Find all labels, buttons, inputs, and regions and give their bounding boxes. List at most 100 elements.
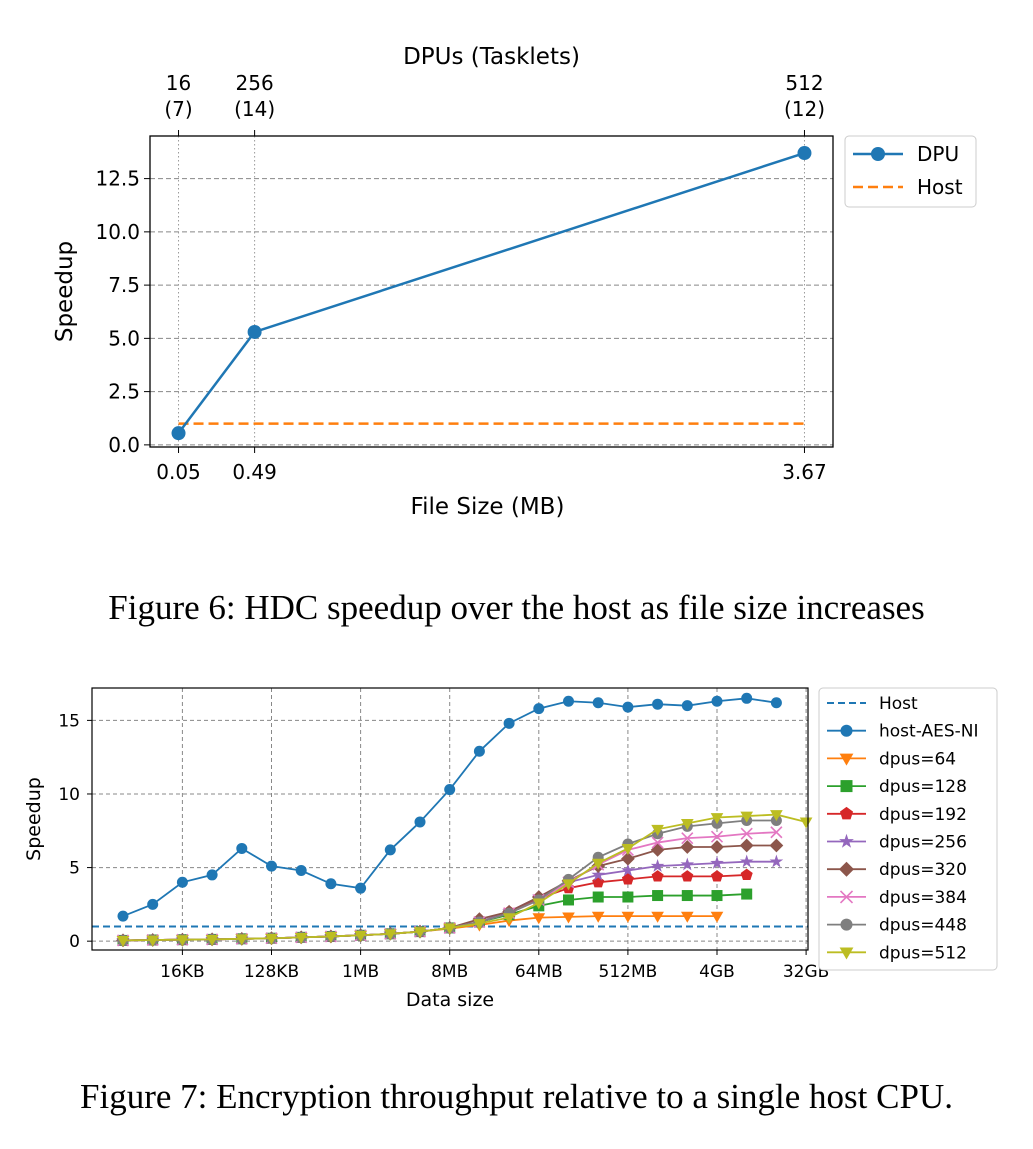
y-tick-label: 0 xyxy=(69,932,80,952)
data-point xyxy=(147,898,159,910)
legend-marker xyxy=(839,833,854,848)
legend-marker xyxy=(840,918,853,931)
legend-marker xyxy=(840,724,853,737)
data-point xyxy=(503,717,515,729)
data-point xyxy=(355,882,367,894)
data-point xyxy=(681,890,693,902)
data-point xyxy=(116,936,130,948)
data-point xyxy=(680,911,694,923)
x-tick-label: 3.67 xyxy=(782,460,827,484)
data-point xyxy=(592,697,604,709)
data-point xyxy=(799,817,813,829)
data-point xyxy=(770,826,783,839)
data-point xyxy=(770,697,782,709)
legend-label: dpus=192 xyxy=(879,805,967,825)
data-point xyxy=(533,703,545,715)
data-point xyxy=(651,870,664,882)
data-point xyxy=(473,919,486,931)
x-tick-label: 8MB xyxy=(431,962,468,982)
data-point xyxy=(236,842,248,854)
legend-marker xyxy=(839,806,854,820)
data-point xyxy=(146,935,160,947)
data-point xyxy=(324,932,338,944)
data-point xyxy=(621,911,635,923)
data-point xyxy=(680,840,695,854)
data-point xyxy=(710,840,724,854)
data-point xyxy=(325,878,337,890)
legend-host-label: Host xyxy=(917,175,963,199)
data-point xyxy=(295,865,307,877)
data-point xyxy=(739,854,754,868)
data-point xyxy=(414,816,426,828)
data-point xyxy=(592,891,604,903)
data-point xyxy=(680,819,694,831)
legend-label: host-AES-NI xyxy=(879,722,979,742)
data-point xyxy=(592,875,605,888)
data-point xyxy=(443,923,457,935)
chart-2: 0 5 10 15 16KB 128KB 1MB 8MB 64MB 512MB 4GB 32GB Dat… xyxy=(23,687,998,1011)
data-point xyxy=(621,863,635,877)
data-point xyxy=(473,745,485,757)
data-point xyxy=(740,811,754,823)
data-point xyxy=(710,813,724,825)
data-point xyxy=(532,913,546,925)
x-tick-label: 16KB xyxy=(160,962,204,982)
legend-marker xyxy=(840,780,853,793)
data-point xyxy=(711,890,723,902)
data-point xyxy=(651,824,664,836)
data-point xyxy=(652,698,664,710)
data-point xyxy=(651,911,664,923)
data-point xyxy=(265,933,278,945)
figure-6-caption: Figure 6: HDC speedup over the host as f… xyxy=(108,588,925,627)
data-point xyxy=(681,870,694,882)
legend-label: dpus=256 xyxy=(879,833,967,853)
data-point xyxy=(117,910,129,922)
y-tick-label: 5.0 xyxy=(108,326,140,350)
data-point xyxy=(710,856,724,869)
data-point xyxy=(205,935,219,947)
plot-frame xyxy=(149,135,834,448)
data-point xyxy=(562,912,575,924)
data-point xyxy=(621,873,634,885)
data-point xyxy=(294,932,308,944)
y-tick-label: 0.0 xyxy=(108,433,140,457)
dpu-point xyxy=(247,324,262,339)
data-point xyxy=(384,844,396,856)
data-point xyxy=(650,858,665,872)
legend-label: dpus=128 xyxy=(879,777,967,797)
legend-dpu-marker xyxy=(871,147,885,161)
data-point xyxy=(710,870,724,882)
series-dpus=512 xyxy=(116,810,813,948)
data-point xyxy=(740,827,753,840)
x-tick-label: 4GB xyxy=(699,962,735,982)
x-axis-label: File Size (MB) xyxy=(411,494,565,520)
data-point xyxy=(591,858,605,870)
x-tick-label: 0.05 xyxy=(156,460,201,484)
legend-label: dpus=64 xyxy=(879,749,956,769)
data-point xyxy=(769,854,784,868)
chart-1: 0.0 2.5 5.0 7.5 10.0 12.5 0.05 0.49 3.67 16(7) 256… xyxy=(52,44,977,520)
y-tick-label: 10.0 xyxy=(95,220,140,244)
data-point xyxy=(769,838,784,853)
x-tick-label: 64MB xyxy=(515,962,563,982)
x-tick-label: 512MB xyxy=(599,962,658,982)
y-tick-label: 7.5 xyxy=(108,273,140,297)
data-point xyxy=(770,810,783,822)
data-point xyxy=(681,832,694,845)
data-point xyxy=(622,891,634,903)
x-tick-label: 128KB xyxy=(244,962,299,982)
data-point xyxy=(741,888,753,900)
data-point xyxy=(591,867,606,881)
x-axis-label: Data size xyxy=(406,989,494,1011)
data-point xyxy=(621,844,635,856)
data-point xyxy=(622,701,634,713)
y-tick-label: 10 xyxy=(58,785,80,805)
top-tick-label: 256 xyxy=(236,71,274,95)
data-point xyxy=(354,930,367,942)
top-tick-label: 16 xyxy=(166,71,191,95)
legend-marker xyxy=(839,890,854,904)
data-point xyxy=(563,894,574,906)
data-point xyxy=(650,843,665,857)
data-point xyxy=(651,836,664,849)
